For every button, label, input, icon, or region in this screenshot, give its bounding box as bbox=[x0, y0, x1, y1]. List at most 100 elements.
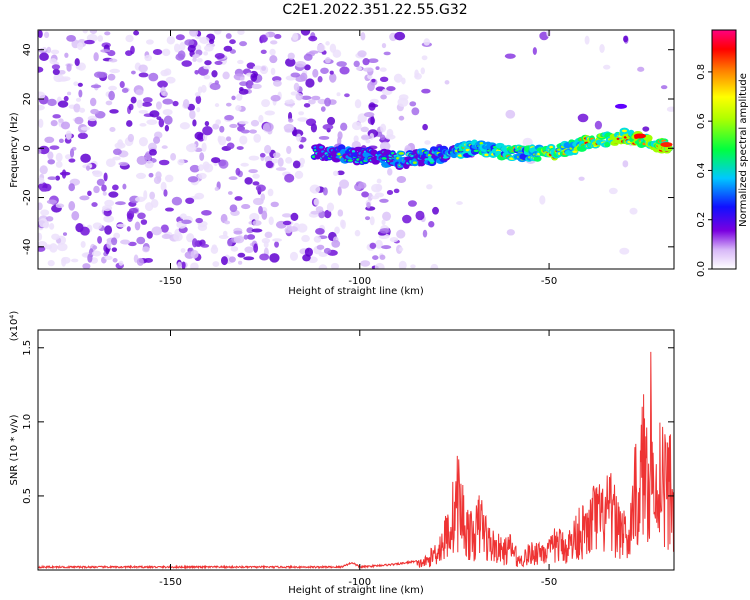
spectrogram-cell bbox=[235, 167, 241, 176]
spectrogram-cell bbox=[106, 239, 112, 249]
spectrogram-cell bbox=[318, 135, 330, 140]
spectrogram-cell bbox=[270, 94, 281, 102]
spectrogram-cell bbox=[136, 99, 143, 109]
spectrogram-cell bbox=[84, 39, 95, 45]
spectrogram-cell bbox=[170, 153, 177, 161]
spectrogram-cell bbox=[137, 212, 146, 220]
spectrogram-cell bbox=[128, 241, 137, 247]
spectrogram-cell bbox=[367, 81, 375, 92]
spectrogram-cell bbox=[187, 176, 199, 183]
spectrogram-cell bbox=[228, 176, 238, 181]
spectrogram-cell bbox=[284, 226, 293, 234]
spectrogram-cell bbox=[39, 52, 49, 61]
spectrogram-cell bbox=[38, 177, 45, 184]
spectrogram-cell bbox=[382, 211, 392, 221]
spectrogram-ridge-core bbox=[351, 150, 356, 153]
spectrogram-cell bbox=[135, 172, 147, 180]
spectrogram-cell bbox=[77, 82, 83, 87]
spectrogram-cell bbox=[57, 100, 69, 108]
spectrogram-cell bbox=[237, 252, 246, 258]
spectrogram-cell bbox=[229, 39, 236, 45]
spectrogram-cell bbox=[108, 58, 118, 63]
spectrogram-cell bbox=[140, 219, 148, 225]
spectrogram-cell bbox=[374, 262, 385, 269]
spectrogram-cell bbox=[43, 31, 50, 39]
spectrogram-cell bbox=[64, 154, 72, 160]
snr-frame bbox=[37, 329, 675, 571]
spectrogram-cell bbox=[89, 97, 97, 107]
spectrogram-cell bbox=[227, 191, 233, 195]
spectrogram-cell bbox=[42, 46, 47, 52]
spectrogram-cell bbox=[381, 42, 387, 49]
spectrogram-cell bbox=[102, 191, 107, 196]
spectrogram-cell bbox=[379, 228, 390, 234]
spectrogram-cell bbox=[325, 41, 330, 46]
spectrogram-cell bbox=[380, 123, 387, 133]
spectrogram-cell bbox=[344, 93, 350, 98]
spectrogram-cell bbox=[362, 58, 370, 66]
snr-x-tick-label: -100 bbox=[348, 577, 371, 588]
spectrogram-cell bbox=[134, 221, 141, 231]
spectrogram-cell bbox=[426, 184, 433, 190]
spectrogram-cell bbox=[316, 43, 326, 53]
spectrogram-cell bbox=[366, 201, 371, 209]
spectrogram-cell bbox=[221, 256, 228, 266]
spectrogram-cell bbox=[295, 92, 303, 101]
spectrogram-cell bbox=[145, 39, 154, 45]
spectrogram-cell bbox=[172, 100, 179, 107]
spectrogram-cell bbox=[162, 108, 173, 116]
spectrogram-cell bbox=[148, 72, 159, 82]
spectrogram-cell bbox=[323, 209, 332, 219]
spectrogram-cell bbox=[214, 103, 220, 108]
snr-series-line bbox=[38, 351, 674, 570]
spectrogram-cell bbox=[353, 60, 360, 68]
spectrogram-cell bbox=[324, 57, 331, 64]
spectrogram-cell bbox=[55, 203, 65, 209]
spectrogram-cell bbox=[402, 214, 412, 224]
spectrogram-cell bbox=[161, 233, 172, 240]
snr-plot-area bbox=[38, 330, 674, 570]
spectrogram-cell bbox=[337, 186, 342, 196]
spectrogram-cell bbox=[365, 216, 371, 221]
spectrogram-cell bbox=[77, 132, 89, 140]
spectrogram-cell bbox=[376, 178, 382, 184]
spectrogram-cell bbox=[179, 42, 186, 51]
spectrogram-cell bbox=[204, 120, 210, 127]
spectrogram-cell bbox=[164, 124, 170, 132]
spectrogram-cell bbox=[422, 229, 428, 238]
spectrogram-cell bbox=[294, 170, 304, 179]
spectrogram-cell bbox=[253, 243, 259, 253]
spectrogram-cell bbox=[303, 64, 311, 71]
spectrogram-cell bbox=[410, 264, 416, 269]
spectrogram-cell bbox=[189, 109, 196, 120]
spectrogram-cell bbox=[191, 238, 198, 248]
chart-title: C2E1.2022.351.22.55.G32 bbox=[282, 2, 468, 18]
spectrogram-cell bbox=[203, 51, 209, 56]
spectrogram-cell bbox=[317, 76, 323, 83]
spectrogram-cell bbox=[300, 30, 311, 36]
spectrogram-y-tick-label: -40 bbox=[22, 239, 33, 255]
spectrogram-cell bbox=[318, 264, 328, 269]
spectrogram-cell bbox=[385, 134, 396, 140]
spectrogram-cell bbox=[337, 209, 344, 217]
spectrogram-cell bbox=[369, 242, 377, 249]
spectrogram-cell bbox=[305, 78, 315, 88]
spectrogram-cell bbox=[146, 119, 158, 125]
spectrogram-cell bbox=[211, 70, 218, 78]
spectrogram-cell bbox=[261, 99, 271, 108]
spectrogram-cell bbox=[66, 63, 72, 72]
spectrogram-cell bbox=[177, 158, 185, 166]
spectrogram-cell bbox=[267, 188, 274, 197]
spectrogram-cell bbox=[80, 153, 91, 163]
spectrogram-cell bbox=[339, 66, 350, 75]
spectrogram-ridge-core bbox=[549, 145, 554, 149]
spectrogram-cell bbox=[379, 67, 387, 72]
spectrogram-cell bbox=[164, 174, 174, 183]
spectrogram-cell bbox=[179, 213, 187, 220]
spectrogram-y-tick-label: -20 bbox=[22, 189, 33, 205]
spectrogram-cell bbox=[357, 182, 367, 189]
spectrogram-cell bbox=[120, 239, 131, 245]
spectrogram-cell bbox=[47, 159, 56, 165]
spectrogram-cell bbox=[214, 52, 225, 60]
spectrogram-cell bbox=[423, 38, 431, 46]
